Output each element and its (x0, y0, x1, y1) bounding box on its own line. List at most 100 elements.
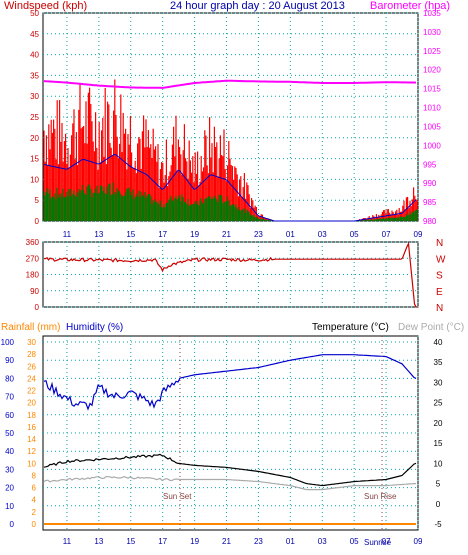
direction-tick-label: 270 (26, 254, 40, 263)
rainfall-tick-label: 24 (27, 374, 36, 383)
humidity-tick-label: 10 (5, 502, 14, 511)
barometer-tick-label: 990 (423, 179, 437, 188)
temperature-tick-label: 15 (434, 439, 443, 448)
x-tick-label: 19 (190, 537, 199, 546)
humidity-tick-label: 20 (5, 484, 14, 493)
wind-tick-label: 35 (30, 71, 39, 80)
temperature-tick-label: 40 (434, 338, 443, 347)
rainfall-tick-label: 26 (27, 362, 36, 371)
x-tick-label: 15 (126, 230, 135, 239)
direction-tick-label: 0 (35, 303, 40, 312)
wind-tick-label: 45 (30, 30, 39, 39)
sunrise-axis-label: Sunrise (364, 538, 392, 547)
temperature-tick-label: 20 (434, 419, 443, 428)
windspeed-axis-title: Windspeed (kph) (4, 0, 87, 12)
wind-tick-label: 20 (30, 134, 39, 143)
x-tick-label: 21 (222, 537, 231, 546)
temperature-series (43, 453, 417, 487)
dewpoint-axis-title: Dew Point (°C) (398, 322, 464, 333)
x-tick-label: 13 (94, 230, 103, 239)
direction-left-axis: 0 90 180 270 360 (26, 238, 40, 312)
compass-label: W (436, 254, 446, 265)
wind-tick-label: 50 (30, 9, 39, 18)
rainfall-tick-label: 28 (27, 350, 36, 359)
temp-panel-grid (43, 336, 419, 530)
rainfall-tick-label: 18 (27, 411, 36, 420)
direction-tick-label: 360 (26, 238, 40, 247)
barometer-series (43, 79, 417, 89)
barometer-tick-label: 985 (423, 198, 437, 207)
humidity-tick-label: 60 (5, 411, 14, 420)
temperature-axis: -5 0 5 10 15 20 25 30 35 40 (434, 338, 443, 529)
rainfall-tick-label: 14 (27, 435, 36, 444)
compass-label: N (436, 303, 443, 314)
compass-label: E (436, 287, 443, 298)
rainfall-tick-label: 30 (27, 338, 36, 347)
x-tick-label: 05 (350, 537, 359, 546)
x-tick-label: 09 (414, 537, 423, 546)
temp-x-axis: 11 13 15 17 19 21 23 01 03 05 07 09 (63, 537, 423, 546)
x-tick-label: 23 (254, 537, 263, 546)
barometer-tick-label: 1035 (423, 9, 441, 18)
wind-tick-label: 10 (30, 175, 39, 184)
wind-tick-label: 30 (30, 92, 39, 101)
rainfall-tick-label: 16 (27, 423, 36, 432)
wind-tick-label: 5 (35, 196, 40, 205)
rainfall-tick-label: 10 (27, 459, 36, 468)
x-tick-label: 21 (222, 230, 231, 239)
x-tick-label: 03 (318, 230, 327, 239)
temperature-tick-label: 35 (434, 358, 443, 367)
x-tick-label: 11 (63, 230, 72, 239)
humidity-tick-label: 100 (1, 338, 15, 347)
rainfall-axis-title: Rainfall (mm) (1, 322, 60, 333)
wind-direction-series (43, 241, 418, 308)
temperature-tick-label: 5 (436, 480, 441, 489)
temperature-axis-title: Temperature (°C) (312, 322, 389, 333)
humidity-tick-label: 70 (5, 393, 14, 402)
temperature-tick-label: 10 (434, 459, 443, 468)
wind-average-line (43, 153, 417, 222)
wind-x-axis: 11 13 15 17 19 21 23 01 03 05 07 09 (63, 230, 423, 239)
temperature-tick-label: 30 (434, 378, 443, 387)
direction-panel-grid (43, 241, 419, 308)
barometer-tick-label: 1005 (423, 122, 441, 131)
x-tick-label: 17 (158, 537, 167, 546)
wind-tick-label: 40 (30, 51, 39, 60)
barometer-tick-label: 980 (423, 217, 437, 226)
barometer-tick-label: 995 (423, 160, 437, 169)
rainfall-tick-label: 0 (32, 520, 37, 529)
wind-tick-label: 0 (35, 217, 40, 226)
barometer-tick-label: 1015 (423, 85, 441, 94)
rainfall-tick-label: 8 (32, 471, 37, 480)
x-tick-label: 23 (254, 230, 263, 239)
humidity-axis-title: Humidity (%) (66, 322, 123, 333)
barometer-tick-label: 1025 (423, 47, 441, 56)
wind-left-axis: 0 5 10 15 20 25 30 35 40 45 50 (30, 9, 39, 226)
compass-label: N (436, 238, 443, 249)
wind-tick-label: 25 (30, 113, 39, 122)
barometer-tick-label: 1030 (423, 28, 441, 37)
rainfall-tick-label: 12 (27, 447, 36, 456)
temperature-tick-label: 0 (436, 500, 441, 509)
x-tick-label: 01 (286, 537, 295, 546)
rainfall-tick-label: 4 (32, 496, 37, 505)
humidity-tick-label: 50 (5, 429, 14, 438)
sunrise-label: Sun Rise (364, 492, 397, 501)
humidity-tick-label: 90 (5, 356, 14, 365)
barometer-axis-title: Barometer (hpa) (370, 0, 450, 12)
barometer-tick-label: 1000 (423, 141, 441, 150)
humidity-tick-label: 40 (5, 447, 14, 456)
rainfall-tick-label: 6 (32, 484, 37, 493)
x-tick-label: 19 (190, 230, 199, 239)
rainfall-tick-label: 22 (27, 387, 36, 396)
dewpoint-series (43, 475, 416, 491)
sunset-label: Sun Set (163, 492, 192, 501)
humidity-tick-label: 0 (10, 520, 15, 529)
temperature-tick-label: -5 (434, 520, 442, 529)
x-tick-label: 17 (158, 230, 167, 239)
humidity-axis: 0 10 20 30 40 50 60 70 80 90 100 (1, 338, 15, 529)
x-tick-label: 15 (126, 537, 135, 546)
